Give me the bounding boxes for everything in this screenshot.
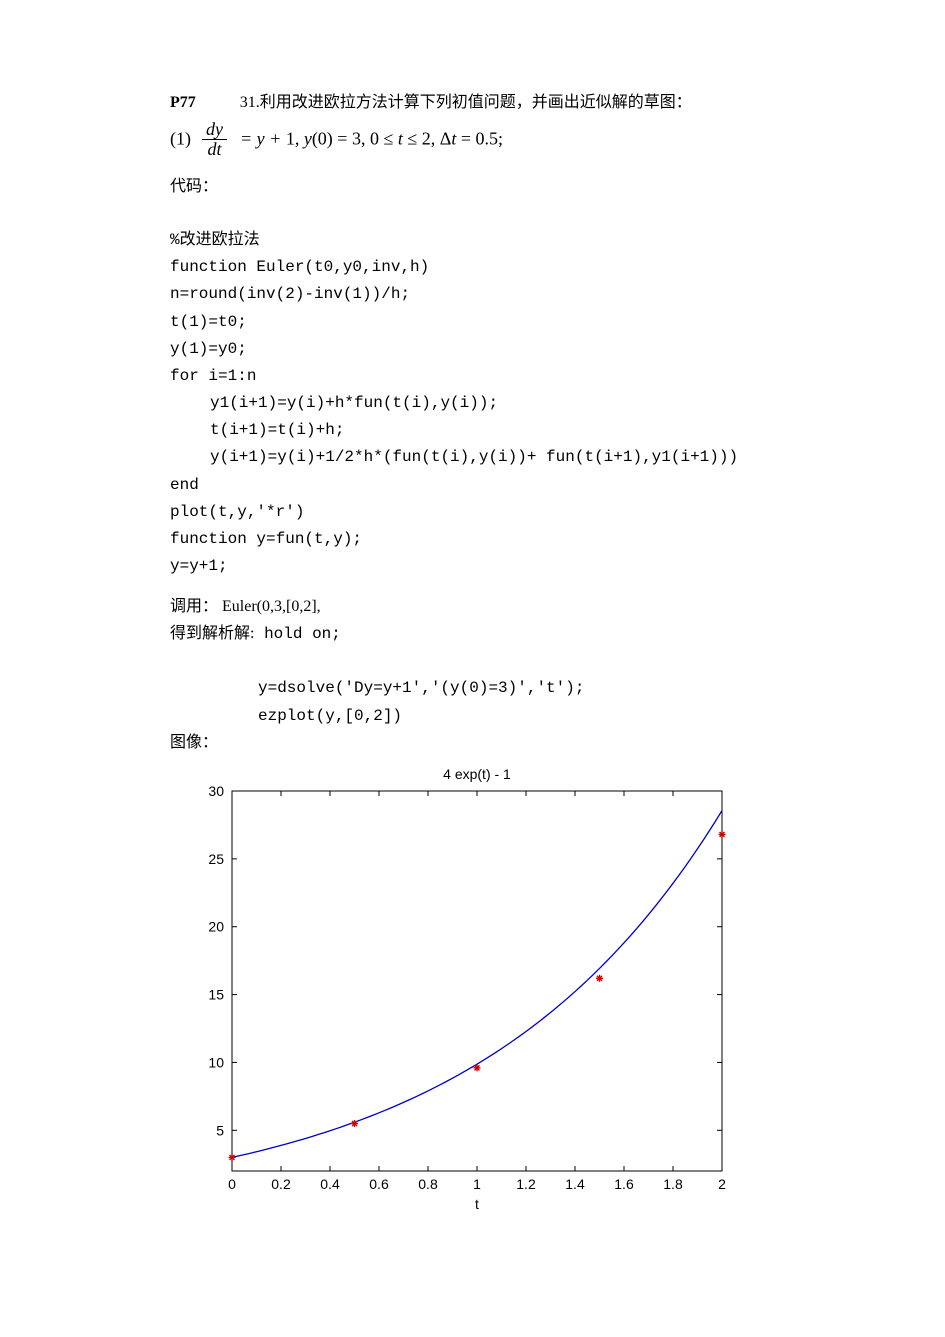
analytic-label: 得到解析解: [170,625,254,642]
fraction-denominator: dt [202,140,227,160]
analytic-line: y=dsolve('Dy=y+1','(y(0)=3)','t'); [258,679,584,697]
code-line: plot(t,y,'*r') [170,503,304,521]
code-line: t(1)=t0; [170,313,247,331]
xtick-label: 0.2 [271,1176,291,1192]
fraction-numerator: dy [202,120,227,141]
analytic-block: 得到解析解: hold on; [170,620,775,648]
ytick-label: 15 [208,987,224,1003]
xtick-label: 1.2 [516,1176,536,1192]
analytic-line: hold on; [264,625,341,643]
fraction-dy-dt: dy dt [202,120,227,161]
x-axis-label: t [475,1196,479,1212]
code-line: y1(i+1)=y(i)+h*fun(t(i),y(i)); [170,394,498,412]
code-line: y(i+1)=y(i)+1/2*h*(fun(t(i),y(i))+ fun(t… [170,448,738,466]
euler-point-marker [229,1154,236,1161]
xtick-label: 1.6 [614,1176,634,1192]
ytick-label: 10 [208,1055,224,1071]
xtick-label: 1.4 [565,1176,585,1192]
axis-box [232,791,722,1171]
code-line: n=round(inv(2)-inv(1))/h; [170,285,410,303]
chart-container: 4 exp(t) - 100.20.40.60.811.21.41.61.825… [174,761,775,1221]
xtick-label: 1.8 [663,1176,683,1192]
ytick-label: 20 [208,919,224,935]
code-line: for i=1:n [170,367,256,385]
call-line: 调用： Euler(0,3,[0,2], [170,594,775,620]
ytick-label: 25 [208,851,224,867]
code-block: %改进欧拉法 function Euler(t0,y0,inv,h) n=rou… [170,200,775,581]
euler-point-marker [474,1065,481,1072]
code-label: 代码： [170,174,775,200]
code-line: y=y+1; [170,557,228,575]
code-line: y(1)=y0; [170,340,247,358]
analytic-curve [232,811,722,1158]
chart: 4 exp(t) - 100.20.40.60.811.21.41.61.825… [174,761,734,1221]
euler-point-marker [351,1120,358,1127]
xtick-label: 0.6 [369,1176,389,1192]
analytic-line-2: y=dsolve('Dy=y+1','(y(0)=3)','t'); ezplo… [170,648,775,730]
xtick-label: 1 [473,1176,481,1192]
equation-prefix: (1) [170,128,191,148]
analytic-line: ezplot(y,[0,2]) [258,707,402,725]
ytick-label: 30 [208,783,224,799]
code-line: t(i+1)=t(i)+h; [170,421,344,439]
problem-number: 31. [240,94,260,111]
equation-line: (1) dy dt = y + 1, y(0) = 3, 0 ≤ t ≤ 2, … [170,120,775,161]
code-line: end [170,476,199,494]
code-line: function Euler(t0,y0,inv,h) [170,258,429,276]
call-text: Euler(0,3,[0,2], [222,598,321,615]
image-label: 图像： [170,730,775,756]
xtick-label: 0 [228,1176,236,1192]
header-line: P77 31.利用改进欧拉方法计算下列初值问题，并画出近似解的草图： [170,90,775,116]
xtick-label: 0.8 [418,1176,438,1192]
code-line: function y=fun(t,y); [170,530,362,548]
code-line: %改进欧拉法 [170,231,260,249]
page-ref: P77 [170,94,196,111]
xtick-label: 0.4 [320,1176,340,1192]
euler-point-marker [719,831,726,838]
problem-text: 利用改进欧拉方法计算下列初值问题，并画出近似解的草图： [260,94,692,111]
euler-point-marker [596,975,603,982]
xtick-label: 2 [718,1176,726,1192]
ytick-label: 5 [216,1123,224,1139]
call-label: 调用： [170,598,218,615]
chart-title: 4 exp(t) - 1 [443,766,511,782]
